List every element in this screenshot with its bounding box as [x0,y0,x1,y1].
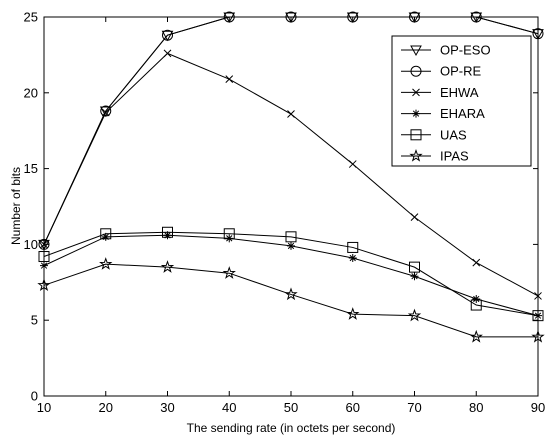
x-tick-label: 60 [346,400,360,415]
legend-label-uas: UAS [440,127,467,142]
legend-item-uas: UAS [401,127,467,142]
x-tick-label: 30 [160,400,174,415]
data-point-op-eso [38,239,50,251]
series-group [37,11,545,343]
legend-marker-op-re [410,65,422,77]
data-point-op-eso [532,29,544,40]
x-tick-label: 10 [37,400,51,415]
y-tick-label: 25 [24,10,38,25]
y-tick-label: 10 [24,237,38,252]
legend-marker-op-eso [410,45,422,57]
legend-item-ipas: IPAS [401,149,469,164]
data-point-uas [38,251,50,263]
x-tick-label: 70 [407,400,421,415]
data-point-ehara [40,261,48,270]
data-point-op-re [100,105,112,117]
data-point-uas [223,228,235,240]
y-tick-label: 15 [24,161,38,176]
x-tick-label: 80 [469,400,483,415]
y-tick-label: 20 [24,85,38,100]
data-point-ehwa [101,108,110,117]
data-point-ehara [163,231,172,240]
legend-item-op-re: OP-RE [401,64,482,79]
data-point-op-re [409,11,420,23]
data-point-uas [162,226,173,238]
legend-label-ipas: IPAS [440,149,469,164]
data-point-ehara [348,254,357,263]
legend-item-ehara: EHARA [401,106,485,121]
data-point-op-re [470,11,482,23]
x-tick-label: 50 [284,400,298,415]
legend-label-ehara: EHARA [440,106,485,121]
legend-marker-ehwa [412,88,420,97]
data-point-ipas [160,260,175,273]
data-point-ipas [346,307,360,320]
legend-marker-ipas [409,148,423,162]
axis-ticks: 10 20 30 40 50 60 70 80 90 0 5 10 15 20 25 [24,10,546,416]
data-point-ehara [287,241,295,250]
data-point-ipas [37,278,51,292]
data-point-op-re [162,29,173,41]
data-point-op-re [532,28,544,40]
series-ehwa [40,49,542,300]
legend-item-op-eso: OP-ESO [401,43,491,58]
data-point-op-eso [161,30,174,42]
data-point-ehwa [410,213,419,221]
data-point-ehwa [348,160,357,168]
y-tick-label: 5 [31,313,38,328]
legend-box [391,35,532,167]
legend-marker-uas [410,129,422,141]
x-tick-label: 90 [531,400,545,415]
legend: OP-ESO OP-RE EHWA EHARA UAS IPAS [391,35,532,167]
data-point-ehwa [287,110,295,118]
data-point-ehwa [472,258,481,267]
legend-label-op-eso: OP-ESO [440,43,491,58]
x-axis-title: The sending rate (in octets per second) [187,421,396,435]
series-op-re [38,11,544,250]
data-point-op-re [347,11,359,23]
legend-label-op-re: OP-RE [440,64,482,79]
data-point-ehara [410,272,419,281]
data-point-uas [470,299,482,311]
data-point-uas [532,310,544,322]
x-tick-label: 40 [222,400,236,415]
data-point-op-re [285,11,297,23]
legend-marker-ehara [412,109,420,118]
data-point-uas [100,228,112,240]
data-point-ehwa [534,292,542,300]
data-point-ipas [99,257,113,270]
series-line-uas [43,231,539,317]
data-point-uas [347,241,359,253]
data-point-ipas [407,308,422,322]
series-uas [38,226,544,322]
data-point-ipas [284,287,298,301]
legend-label-ehwa: EHWA [440,85,479,100]
data-point-ehara [472,294,481,303]
series-line-op-re [43,16,539,245]
data-point-op-re [223,11,235,23]
data-point-ipas [469,329,483,343]
series-ipas [37,257,545,343]
data-point-ehwa [163,49,172,58]
data-point-ehara [534,311,542,320]
data-point-ipas [222,266,236,279]
data-point-ehara [101,232,110,241]
legend-item-ehwa: EHWA [401,85,479,100]
x-tick-label: 20 [99,400,113,415]
data-point-uas [409,261,420,273]
data-point-uas [285,231,297,243]
data-point-ipas [531,329,545,343]
series-line-ipas [43,263,538,338]
data-point-ehwa [225,75,234,84]
y-axis-title: Number of bits [9,167,23,245]
data-point-op-re [38,238,50,250]
y-tick-label: 0 [31,389,38,404]
data-point-op-eso [99,106,112,118]
data-point-ehwa [40,240,48,249]
